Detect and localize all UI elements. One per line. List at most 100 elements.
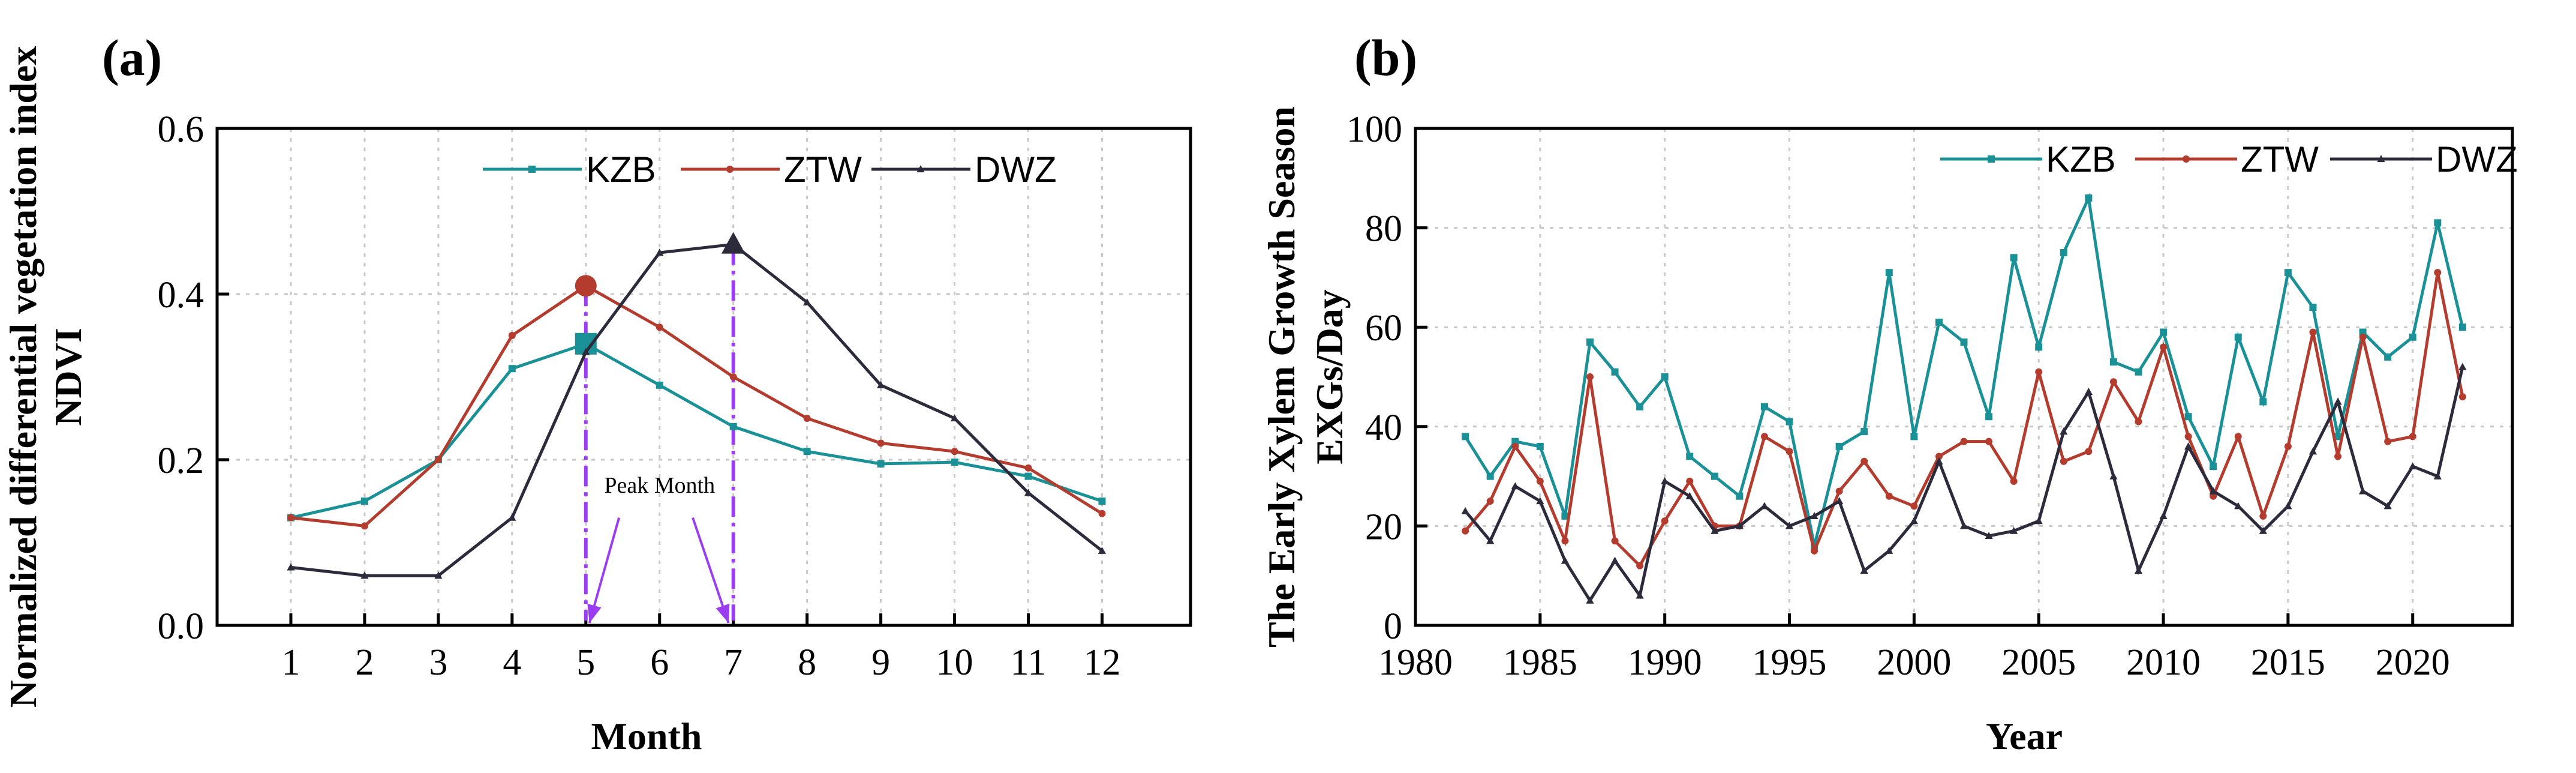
panel-b-point-KZB-1988	[1611, 368, 1619, 376]
panel-b-point-DWZ-1984	[1511, 482, 1519, 490]
panel-a-legend-marker-ZTW	[726, 166, 734, 173]
panel-b-x-tick-label: 1990	[1628, 642, 1702, 683]
panel-b-point-DWZ-1989	[1636, 591, 1644, 599]
panel-a-x-tick-label: 5	[576, 642, 595, 683]
panel-b-point-DWZ-1991	[1685, 492, 1694, 499]
panel-b-point-ZTW-2004	[2010, 477, 2018, 485]
panel-b-legend-marker-KZB	[1988, 155, 1995, 163]
panel-a-point-KZB-12	[1098, 498, 1106, 505]
panel-b-y-tick-label: 60	[1365, 308, 1402, 349]
panel-b-point-ZTW-1990	[1661, 517, 1669, 525]
panel-b-point-ZTW-1983	[1486, 498, 1494, 505]
panel-a-x-axis-title: Month	[591, 715, 702, 757]
panel-b-point-ZTW-2001	[1935, 453, 1943, 460]
panel-b-point-KZB-1992	[1711, 472, 1718, 480]
panel-a-series-line-ZTW	[290, 284, 1103, 528]
panel-b-point-KZB-2002	[1960, 338, 1968, 346]
panel-a-point-DWZ-11	[1024, 489, 1033, 496]
panel-b-point-ZTW-2012	[2210, 492, 2217, 500]
panel-b-series	[1461, 193, 2467, 604]
panel-b-x-axis-title: Year	[1986, 715, 2063, 757]
panel-a-point-DWZ-1	[287, 563, 295, 571]
panel-b-point-KZB-2000	[1910, 433, 1918, 441]
panel-b-y-tick-label: 40	[1365, 408, 1402, 448]
panel-a-peak-arrow-left-shaft	[588, 517, 621, 624]
panel-a-x-tick-label: 11	[1011, 642, 1047, 683]
panel-b-series-line-ZTW	[1464, 272, 2464, 568]
panel-b-point-KZB-1984	[1511, 438, 1519, 445]
panel-b-point-DWZ-1982	[1461, 507, 1469, 514]
panel-a-point-ZTW-11	[1024, 464, 1032, 472]
panel-b-point-ZTW-1986	[1561, 537, 1569, 545]
panel-a-point-ZTW-3	[434, 456, 442, 463]
panel-b-point-ZTW-2000	[1910, 502, 1918, 510]
panel-b: (b) 1980 1985 1990 1995 2000 2005 2010 2015 2020…	[1260, 29, 2518, 757]
panel-b-point-ZTW-2015	[2284, 442, 2292, 450]
panel-b-point-KZB-2001	[1935, 318, 1943, 326]
panel-b-point-DWZ-1992	[1711, 526, 1719, 534]
panel-a-point-DWZ-6	[656, 248, 664, 256]
panel-a-point-ZTW-6	[656, 323, 663, 331]
panel-b-point-ZTW-1987	[1586, 373, 1594, 380]
panel-a-point-KZB-6	[656, 381, 663, 389]
panel-a-plot-frame	[215, 127, 1192, 627]
panel-b-legend: KZB ZTW DWZ	[1940, 139, 2518, 179]
panel-a-x-tick-label: 8	[798, 642, 816, 683]
panel-b-point-DWZ-2012	[2209, 487, 2217, 495]
panel-a-point-ZTW-9	[877, 439, 885, 447]
panel-b-point-KZB-1998	[1860, 428, 1868, 436]
panel-a-point-ZTW-12	[1098, 510, 1106, 517]
panel-a-point-KZB-7	[729, 423, 737, 430]
panel-b-point-DWZ-2002	[1959, 522, 1968, 529]
panel-a-point-DWZ-8	[803, 298, 811, 305]
panel-b-point-DWZ-2020	[2409, 462, 2417, 470]
panel-b-point-KZB-2008	[2109, 358, 2117, 366]
panel-b-point-DWZ-2011	[2184, 442, 2193, 450]
panel-b-point-DWZ-2005	[2034, 517, 2043, 525]
panel-b-point-DWZ-2019	[2383, 502, 2392, 510]
panel-b-point-KZB-1997	[1835, 442, 1843, 450]
panel-b-point-DWZ-1983	[1486, 537, 1495, 544]
panel-a-point-KZB-2	[360, 498, 368, 505]
panel-a-point-ZTW-1	[287, 514, 294, 522]
panel-b-point-KZB-1999	[1885, 269, 1893, 277]
panel-b-point-DWZ-1995	[1785, 522, 1794, 529]
panel-a-ticks: 1 2 3 4 5 6 7 8 9 10 11 120.00.20.40.6	[158, 109, 1121, 683]
panel-b-point-KZB-2014	[2259, 398, 2267, 406]
panel-a-point-DWZ-4	[508, 513, 516, 521]
panel-b-point-DWZ-2022	[2458, 362, 2467, 370]
panel-b-point-KZB-1995	[1786, 418, 1793, 426]
panel-a-x-tick-label: 9	[871, 642, 890, 683]
panel-b-point-KZB-2010	[2160, 328, 2168, 336]
panel-a-legend-label-KZB: KZB	[586, 149, 656, 190]
panel-b-point-KZB-2006	[2060, 249, 2067, 256]
panel-b-point-ZTW-1997	[1835, 487, 1843, 495]
panel-b-point-ZTW-1996	[1811, 547, 1818, 555]
panel-b-point-KZB-2016	[2309, 304, 2317, 311]
panel-a-point-ZTW-8	[803, 415, 811, 422]
panel-a-series-line-DWZ	[290, 242, 1103, 577]
panel-b-point-DWZ-1987	[1586, 596, 1594, 604]
panel-b-point-DWZ-1997	[1835, 497, 1844, 505]
panel-b-point-ZTW-2014	[2259, 512, 2267, 520]
panel-b-x-tick-label: 2005	[2001, 642, 2076, 683]
panel-a-point-DWZ-2	[360, 571, 369, 579]
panel-b-legend-label-KZB: KZB	[2046, 139, 2116, 179]
panel-b-point-ZTW-2006	[2060, 457, 2067, 465]
panel-b-point-DWZ-1990	[1661, 477, 1669, 485]
panel-b-point-KZB-2020	[2409, 333, 2416, 341]
panel-a-series	[287, 232, 1107, 579]
panel-b-point-DWZ-1993	[1735, 522, 1744, 529]
panel-b-point-DWZ-2017	[2334, 397, 2342, 405]
panel-b-x-tick-label: 1985	[1503, 642, 1577, 683]
panel-a-peak-month-label: Peak Month	[604, 473, 715, 498]
panel-a-x-tick-label: 10	[936, 642, 973, 683]
panel-b-point-ZTW-2011	[2184, 433, 2192, 441]
panel-b-point-DWZ-2014	[2259, 526, 2267, 534]
panel-a-point-ZTW-2	[360, 522, 368, 530]
panel-b-legend-label-ZTW: ZTW	[2241, 139, 2319, 179]
panel-b-point-KZB-2007	[2085, 194, 2093, 202]
panel-b-point-KZB-2018	[2359, 328, 2367, 336]
panel-a-peak-markers: Peak Month	[584, 244, 735, 624]
